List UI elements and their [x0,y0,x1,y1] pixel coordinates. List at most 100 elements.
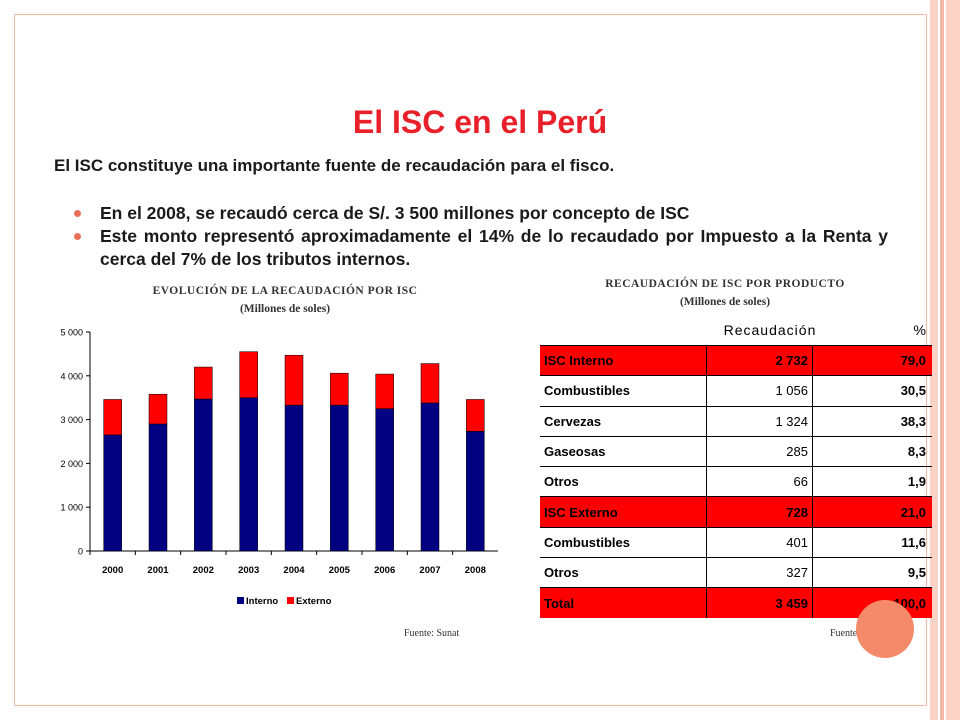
bar-externo-2000 [103,399,122,436]
legend-swatch-externo [287,597,294,604]
bullet-list: En el 2008, se recaudó cerca de S/. 3 50… [72,202,888,271]
bar-interno-2007 [420,402,440,552]
table-cell-recaudacion: 66 [793,474,808,490]
bar-externo-2006 [375,373,394,409]
x-tick-label: 2001 [147,565,169,576]
table-column-divider [706,527,707,558]
table-column-divider [706,497,707,527]
bar-externo-2008 [466,399,485,432]
bullet-dot-icon [74,210,81,217]
bar-externo-2002 [194,366,213,400]
table-column-divider [706,346,707,376]
legend-swatch-interno [237,597,244,604]
table-cell-label: Otros [544,565,579,581]
table-cell-label: ISC Interno [544,353,614,369]
decor-stripe-2 [940,0,944,720]
slide-title: El ISC en el Perú [352,104,608,140]
legend-label-externo: Externo [296,596,332,607]
legend-label-interno: Interno [246,596,278,607]
table-row: ISC Externo 728 21,0 [540,496,932,527]
bullet-dot-icon [74,233,81,240]
table-cell-recaudacion: 285 [786,444,808,460]
decor-stripe-1 [930,0,938,720]
y-tick-label: 0 [78,547,83,557]
x-tick-label: 2007 [419,565,440,576]
y-tick-label: 2 000 [60,459,83,469]
table-column-divider [706,376,707,406]
x-tick-label: 2006 [374,565,395,576]
table-cell-pct: 9,5 [907,565,926,581]
frame-line-left [14,14,15,706]
table-cell-recaudacion: 2 732 [775,353,808,369]
bar-interno-2002 [194,398,213,552]
table-column-divider [706,406,707,436]
bar-externo-2001 [148,393,168,425]
slide-subtitle: El ISC constituye una importante fuente … [54,156,615,175]
x-tick-label: 2002 [193,565,214,576]
table-header-pct: % [913,322,926,338]
frame-line-top [14,14,926,15]
chart-subtitle: (Millones de soles) [239,303,331,315]
table-row: Combustibles 1 056 30,5 [540,375,932,406]
table-cell-label: Otros [544,474,579,490]
table-cell-recaudacion: 327 [786,565,808,581]
bar-interno-2006 [375,408,394,552]
table-title: RECAUDACIÓN DE ISC POR PRODUCTO [605,278,845,290]
table-cell-recaudacion: 3 459 [775,595,808,611]
table-cell-label: Combustibles [544,534,630,550]
frame-line-bottom [14,705,926,706]
table-cell-pct: 21,0 [900,504,926,520]
table-column-divider [812,467,813,497]
table-body: ISC Interno 2 732 79,0 Combustibles 1 056 30,… [540,345,932,618]
bullet-item: Este monto representó aproximadamente el… [72,225,888,271]
table-row: Gaseosas 285 8,3 [540,435,932,467]
table-cell-pct: 30,5 [900,383,926,399]
table-cell-recaudacion: 1 324 [775,413,808,429]
bar-interno-2000 [103,434,122,552]
x-tick-label: 2003 [238,565,259,576]
x-tick-label: 2000 [102,565,123,576]
bar-interno-2008 [466,431,485,552]
bar-interno-2005 [330,404,349,552]
table-row: Combustibles 401 11,6 [540,526,932,558]
bar-externo-2005 [330,372,349,406]
y-tick-label: 1 000 [60,503,83,513]
table-column-divider [706,588,707,618]
bar-externo-2003 [239,351,258,398]
table-cell-pct: 79,0 [900,353,926,369]
table-header-recaudacion: Recaudación [723,322,817,338]
x-tick-label: 2008 [465,565,486,576]
table-cell-pct: 38,3 [900,413,926,429]
bar-externo-2007 [420,363,440,404]
table-row: Cervezas 1 324 38,3 [540,405,932,436]
table-column-divider [812,406,813,436]
table-cell-label: Cervezas [544,413,602,429]
table-column-divider [812,436,813,467]
y-tick-label: 3 000 [60,415,83,425]
bar-interno-2003 [239,397,258,552]
decor-stripe-3 [946,0,960,720]
table-cell-recaudacion: 1 056 [775,383,808,399]
table-row: ISC Interno 2 732 79,0 [540,345,932,376]
table-subtitle: (Millones de soles) [679,296,771,308]
table-cell-label: ISC Externo [544,504,618,520]
decorative-circle [856,600,914,658]
isc-product-table: Recaudación % ISC Interno 2 732 79,0 Combus… [540,315,932,618]
bullet-item: En el 2008, se recaudó cerca de S/. 3 50… [72,202,888,225]
table-cell-pct: 11,6 [901,534,926,550]
bar-interno-2004 [284,404,304,552]
table-header-row: Recaudación % [540,315,932,345]
table-cell-label: Combustibles [544,383,630,399]
y-tick-label: 5 000 [60,328,83,338]
table-cell-label: Gaseosas [544,444,606,460]
bullet-text: En el 2008, se recaudó cerca de S/. 3 50… [100,203,690,223]
chart-source: Fuente: Sunat [404,628,460,639]
table-column-divider [812,346,813,376]
table-cell-label: Total [544,595,575,611]
bar-interno-2001 [148,423,168,552]
table-column-divider [812,527,813,558]
table-column-divider [706,467,707,497]
table-cell-pct: 8,3 [907,444,926,460]
table-row: Otros 66 1,9 [540,466,932,497]
table-column-divider [706,558,707,588]
